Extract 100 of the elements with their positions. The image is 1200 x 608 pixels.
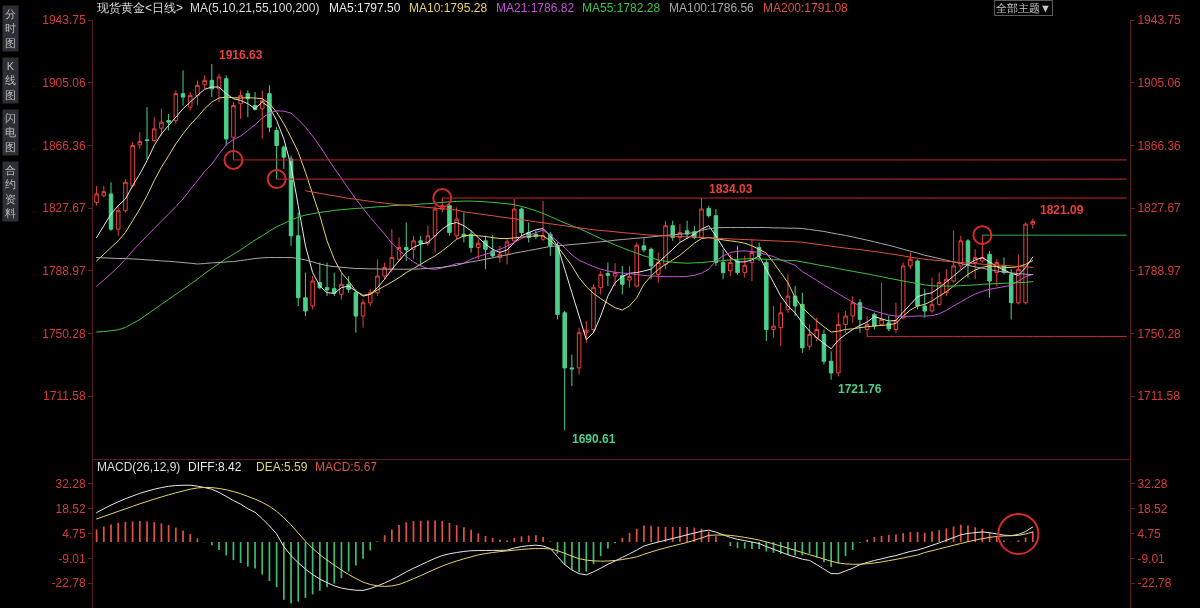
- y2-tick-label: 1943.75: [1137, 13, 1182, 28]
- candlestick: [115, 205, 121, 237]
- candlestick: [151, 116, 157, 143]
- text: 1821.09: [1040, 203, 1084, 217]
- text: MACD:5.67: [315, 460, 378, 474]
- candlestick: [375, 258, 380, 297]
- candlestick: [562, 310, 567, 431]
- y-tick-label: 1905.06: [42, 75, 86, 90]
- candlestick: [648, 246, 654, 280]
- candlestick: [699, 197, 704, 240]
- point: [972, 225, 993, 246]
- candlestick: [843, 310, 848, 334]
- text: K线图: [5, 60, 16, 101]
- candlestick: [627, 265, 632, 289]
- candlestick: [231, 101, 236, 161]
- y-tick-label: 1711.58: [43, 389, 86, 404]
- text: 1690.61: [572, 432, 616, 446]
- candlestick: [764, 258, 769, 342]
- candlestick: [223, 74, 229, 147]
- candlestick: [641, 237, 647, 253]
- candlestick: [994, 258, 1000, 287]
- candlestick: [130, 141, 135, 188]
- candlestick: [432, 205, 438, 253]
- candlestick: [202, 74, 207, 90]
- candlestick: [159, 108, 164, 136]
- candlestick: [540, 200, 546, 242]
- text: MA21:1786.82: [496, 1, 575, 15]
- candlestick: [720, 248, 726, 280]
- candlestick: [281, 145, 287, 170]
- candlestick: [468, 230, 474, 253]
- candlestick: [324, 262, 330, 297]
- candlestick: [936, 272, 942, 307]
- candlestick: [922, 288, 928, 319]
- candlestick: [677, 223, 683, 243]
- candlestick: [382, 262, 387, 280]
- candlestick: [965, 238, 971, 279]
- candlestick: [303, 272, 308, 317]
- candlestick: [461, 211, 467, 243]
- candlestick: [749, 238, 755, 282]
- text: 合约资料: [5, 164, 16, 219]
- point: [266, 169, 287, 190]
- candlestick: [735, 245, 740, 275]
- candlestick: [389, 228, 395, 274]
- candlestick: [144, 106, 150, 160]
- text: 1834.03: [709, 182, 753, 196]
- y2-tick-label: 1866.36: [1137, 138, 1182, 153]
- chart-title: 现货黄金<日线>: [97, 1, 184, 15]
- text: 1916.63: [219, 48, 263, 62]
- candlestick: [663, 220, 668, 270]
- text: MA10:1795.28: [409, 1, 488, 15]
- y2-tick-label: -9.01: [1137, 551, 1166, 566]
- text: MA200:1791.08: [763, 1, 849, 15]
- candlestick: [951, 230, 956, 284]
- candlestick: [742, 255, 747, 279]
- candlestick: [980, 234, 985, 264]
- candlestick: [915, 258, 920, 310]
- candlestick: [857, 298, 863, 334]
- candlestick: [504, 238, 510, 265]
- y-tick-label: 32.28: [55, 477, 86, 492]
- text: 闪电图: [5, 112, 16, 153]
- text: 1721.76: [838, 382, 882, 396]
- candlestick: [339, 272, 344, 300]
- legend-title: MACD(26,12,9): [97, 460, 181, 474]
- y2-tick-label: 1905.06: [1137, 75, 1182, 90]
- series-label: DEA:5.59: [256, 460, 308, 474]
- candlestick: [238, 89, 243, 120]
- y2-tick-label: 1750.28: [1137, 326, 1182, 341]
- candlestick: [706, 205, 711, 218]
- candlestick: [137, 131, 143, 150]
- candlestick: [367, 288, 373, 307]
- candlestick: [173, 89, 179, 125]
- candlestick: [94, 185, 99, 207]
- candlestick: [425, 225, 431, 247]
- candlestick: [929, 277, 935, 314]
- candlestick: [814, 317, 819, 342]
- y2-tick-label: 4.75: [1137, 526, 1162, 541]
- text: MA100:1786.56: [669, 1, 755, 15]
- candlestick: [591, 283, 596, 334]
- candlestick: [360, 298, 366, 329]
- candlestick: [944, 268, 949, 297]
- candlestick: [440, 197, 445, 213]
- candlestick: [331, 272, 337, 297]
- series-label: DIFF:8.42: [188, 460, 242, 474]
- candlestick: [879, 282, 884, 327]
- candlestick: [245, 89, 251, 118]
- candlestick: [900, 262, 906, 320]
- candlestick: [821, 328, 827, 365]
- candlestick: [828, 350, 834, 381]
- candlestick: [893, 302, 899, 334]
- candlestick: [353, 288, 359, 334]
- candlestick: [310, 275, 315, 310]
- candlestick: [259, 89, 265, 140]
- y-tick-label: 1943.75: [42, 13, 86, 28]
- candlestick: [634, 241, 639, 289]
- y-tick-label: 1827.67: [42, 201, 86, 216]
- y-tick-label: 1866.36: [42, 138, 86, 153]
- y-tick-label: 4.75: [62, 526, 86, 541]
- candlestick: [584, 320, 589, 344]
- y2-tick-label: 18.52: [1137, 501, 1168, 516]
- point: [432, 188, 453, 209]
